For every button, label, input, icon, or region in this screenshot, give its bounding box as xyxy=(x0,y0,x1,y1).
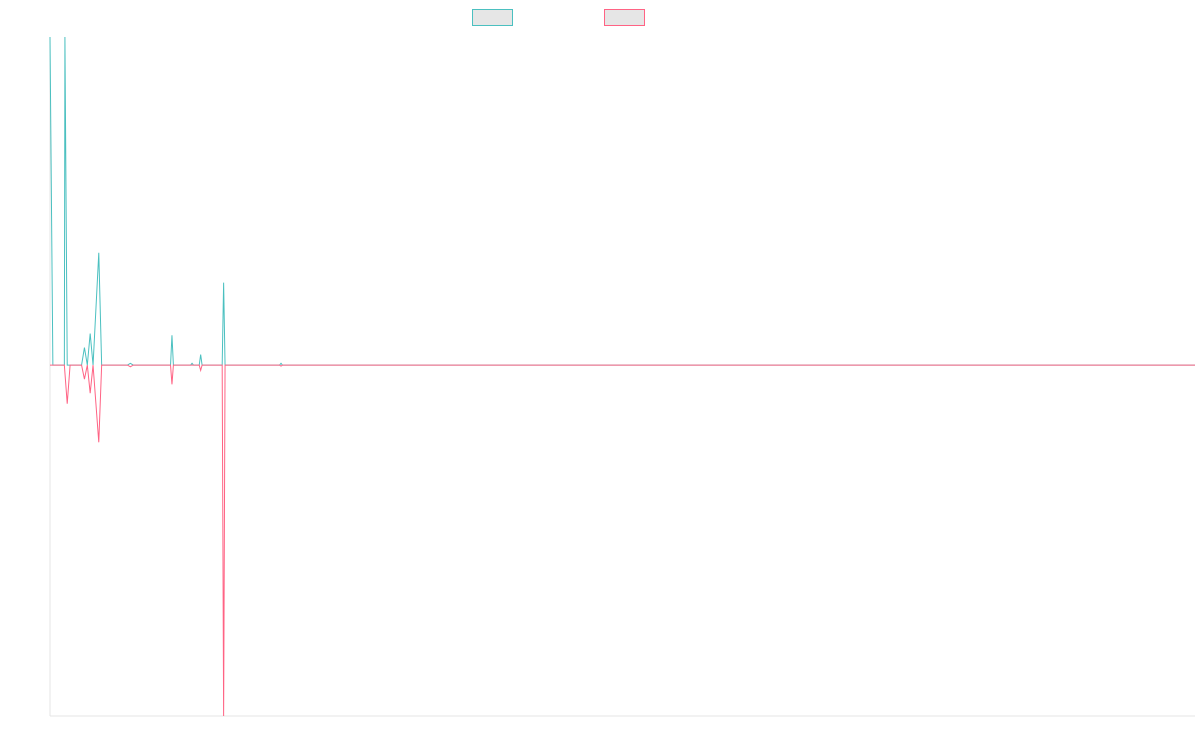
legend-swatch-2[interactable] xyxy=(604,9,645,26)
series-layer xyxy=(49,36,1195,717)
series-line-1 xyxy=(49,36,1195,366)
axes xyxy=(49,37,1195,717)
legend xyxy=(472,9,645,26)
legend-swatch-1[interactable] xyxy=(472,9,513,26)
series-line-2 xyxy=(50,364,1195,717)
